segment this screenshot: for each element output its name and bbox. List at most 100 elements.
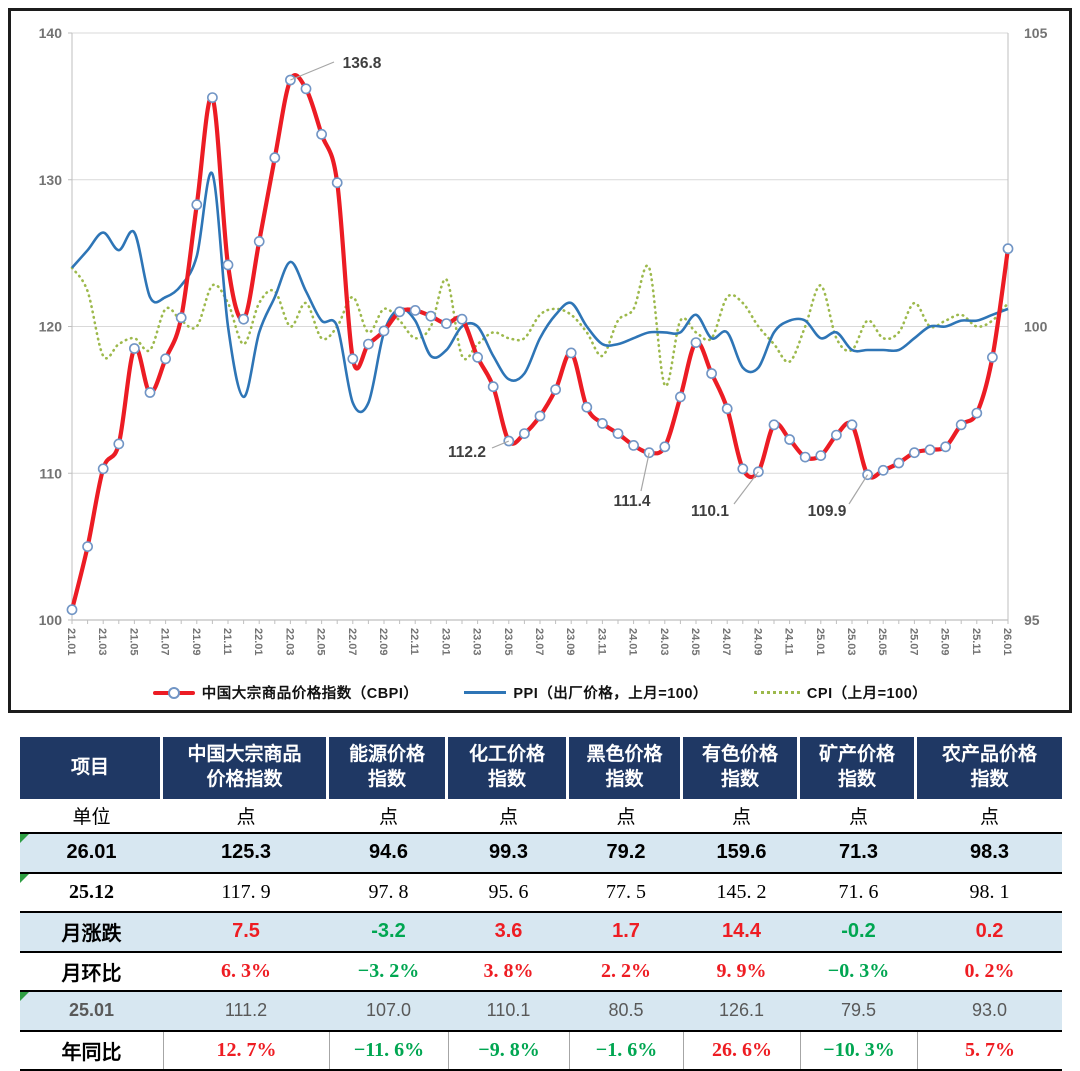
data-point-marker	[769, 420, 778, 429]
svg-text:24.01: 24.01	[627, 628, 639, 656]
data-point-marker	[910, 448, 919, 457]
table-cell: 12. 7%	[163, 1032, 329, 1070]
data-point-marker	[988, 353, 997, 362]
data-point-marker	[598, 419, 607, 428]
data-point-marker	[177, 313, 186, 322]
data-point-marker	[785, 435, 794, 444]
data-point-marker	[457, 315, 466, 324]
table-row-单位: 单位点点点点点点点	[20, 799, 1062, 834]
data-point-marker	[957, 420, 966, 429]
data-point-marker	[551, 385, 560, 394]
table-cell: −9. 8%	[448, 1032, 569, 1070]
data-point-marker	[941, 442, 950, 451]
data-point-marker	[613, 429, 622, 438]
data-point-marker	[816, 451, 825, 460]
table-cell: 点	[448, 799, 569, 832]
table-cell: 0.2	[917, 913, 1062, 951]
svg-text:23.01: 23.01	[439, 628, 451, 656]
svg-text:23.07: 23.07	[533, 628, 545, 656]
data-point-marker	[301, 84, 310, 93]
table-cell: −3. 2%	[329, 953, 448, 991]
data-point-marker	[520, 429, 529, 438]
table-cell: -3.2	[329, 913, 448, 951]
data-point-marker	[255, 237, 264, 246]
data-point-marker	[473, 353, 482, 362]
data-point-marker	[582, 403, 591, 412]
svg-text:21.01: 21.01	[65, 628, 77, 656]
data-point-marker	[801, 453, 810, 462]
table-cell: 126.1	[683, 992, 800, 1030]
row-label: 25.01	[20, 992, 163, 1030]
table-cell: −11. 6%	[329, 1032, 448, 1070]
data-point-marker	[691, 338, 700, 347]
data-point-marker	[270, 153, 279, 162]
y-axis-labels-right: 95 100 105	[1024, 25, 1048, 628]
legend-label: CPI（上月=100）	[807, 682, 927, 703]
data-point-marker	[395, 307, 404, 316]
table-cell: 点	[329, 799, 448, 832]
data-label: 136.8	[343, 55, 382, 72]
data-label: 111.4	[613, 493, 650, 510]
table-header-index: 有色价格 指数	[683, 737, 800, 799]
svg-text:95: 95	[1024, 612, 1040, 628]
svg-text:23.09: 23.09	[564, 628, 576, 656]
data-point-marker	[645, 448, 654, 457]
data-point-marker	[707, 369, 716, 378]
legend-marker-dotted-icon	[754, 691, 800, 694]
data-point-marker	[364, 340, 373, 349]
table-cell: 111.2	[163, 992, 329, 1030]
data-point-marker	[972, 409, 981, 418]
svg-text:22.01: 22.01	[252, 628, 264, 656]
table-header-index: 化工价格 指数	[448, 737, 569, 799]
data-point-marker	[145, 388, 154, 397]
table-cell: 26. 6%	[683, 1032, 800, 1070]
row-label: 26.01	[20, 834, 163, 872]
legend-item-cbpi: 中国大宗商品价格指数（CBPI）	[153, 682, 419, 703]
table-cell: 79.5	[800, 992, 917, 1030]
data-point-marker	[223, 260, 232, 269]
data-point-marker	[130, 344, 139, 353]
table-cell: -0.2	[800, 913, 917, 951]
series-cpi	[72, 266, 1008, 386]
svg-text:22.03: 22.03	[283, 628, 295, 656]
table-header-index: 农产品价格 指数	[917, 737, 1062, 799]
table-cell: 125.3	[163, 834, 329, 872]
data-point-marker	[535, 411, 544, 420]
data-point-marker	[676, 392, 685, 401]
table-cell: 点	[683, 799, 800, 832]
table-cell: 107.0	[329, 992, 448, 1030]
data-point-marker	[239, 315, 248, 324]
svg-text:130: 130	[39, 172, 63, 188]
data-point-marker	[567, 348, 576, 357]
data-point-marker	[660, 442, 669, 451]
table-cell: 14.4	[683, 913, 800, 951]
data-point-marker	[1003, 244, 1012, 253]
svg-text:22.07: 22.07	[346, 628, 358, 656]
svg-text:21.09: 21.09	[190, 628, 202, 656]
data-point-marker	[847, 420, 856, 429]
table-cell: 点	[917, 799, 1062, 832]
table-cell: 93.0	[917, 992, 1062, 1030]
data-point-marker	[114, 439, 123, 448]
table-header-row: 项目中国大宗商品 价格指数能源价格 指数化工价格 指数黑色价格 指数有色价格 指…	[20, 737, 1062, 799]
table-cell: 2. 2%	[569, 953, 683, 991]
svg-text:24.11: 24.11	[783, 628, 795, 655]
data-point-marker	[333, 178, 342, 187]
svg-text:22.09: 22.09	[377, 628, 389, 656]
legend-label: PPI（出厂价格，上月=100）	[513, 682, 708, 703]
svg-text:100: 100	[1024, 319, 1048, 335]
data-label: 112.2	[448, 444, 486, 461]
table-cell: 点	[163, 799, 329, 832]
data-point-marker	[379, 326, 388, 335]
table-cell: 6. 3%	[163, 953, 329, 991]
svg-text:21.11: 21.11	[221, 628, 233, 655]
legend-marker-line-icon	[464, 691, 506, 694]
table-cell: 98.3	[917, 834, 1062, 872]
chart-legend: 中国大宗商品价格指数（CBPI） PPI（出厂价格，上月=100） CPI（上月=1…	[11, 682, 1069, 703]
svg-text:105: 105	[1024, 25, 1048, 41]
data-point-marker	[629, 441, 638, 450]
